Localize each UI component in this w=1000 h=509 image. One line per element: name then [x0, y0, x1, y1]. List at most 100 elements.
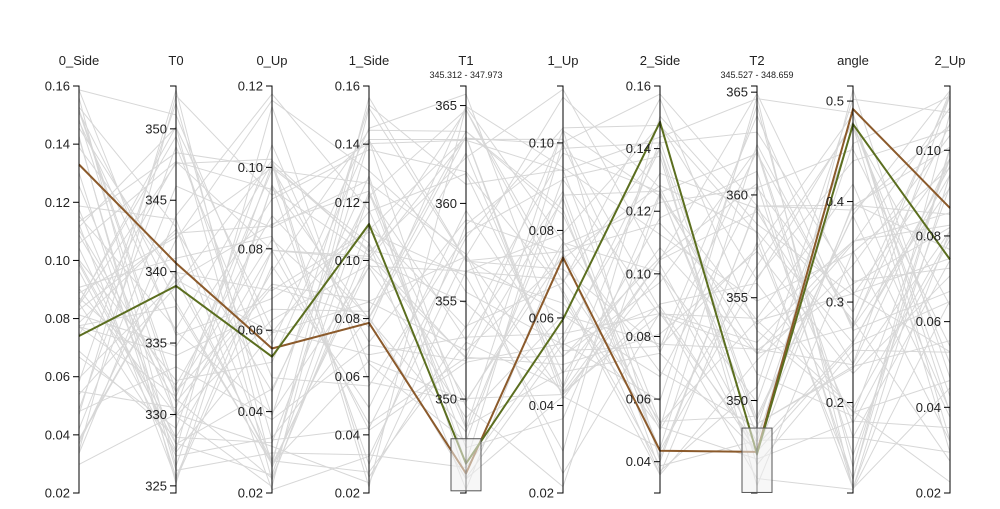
- tick-label: 340: [145, 264, 167, 279]
- axis-1-side[interactable]: 1_Side 0.02 0.04 0.06 0.08 0.10 0.12 0.14 0.16: [335, 53, 390, 501]
- tick-label: 0.10: [626, 266, 651, 281]
- tick-label: 0.12: [45, 195, 70, 210]
- tick-label: 0.08: [238, 241, 263, 256]
- tick-label: 0.02: [529, 486, 554, 501]
- tick-label: 0.02: [335, 486, 360, 501]
- background-line: [78, 147, 951, 432]
- highlighted-line-1: [78, 107, 951, 476]
- axis-line: [460, 85, 467, 494]
- axes: 0_Side 0.02 0.04 0.06 0.08 0.10 0.12 0.14 0.16 T0…: [45, 53, 966, 501]
- axis-2-up[interactable]: 2_Up 0.02 0.04 0.06 0.08 0.10: [916, 53, 966, 501]
- axis-title: 2_Up: [934, 53, 965, 68]
- tick-label: 330: [145, 407, 167, 422]
- tick-label: 0.14: [626, 141, 651, 156]
- tick-label: 345: [145, 193, 167, 208]
- axis-title: T0: [168, 53, 183, 68]
- brush-selection[interactable]: [741, 427, 773, 493]
- tick-label: 0.04: [335, 427, 360, 442]
- axis-line: [73, 85, 80, 494]
- tick-label: 0.16: [335, 79, 360, 94]
- tick-label: 0.04: [45, 427, 70, 442]
- background-line: [78, 110, 951, 480]
- tick-label: 0.04: [238, 404, 263, 419]
- background-line: [78, 145, 951, 410]
- tick-label: 0.06: [529, 310, 554, 325]
- tick-label: 365: [726, 85, 748, 100]
- tick-label: 355: [435, 294, 457, 309]
- background-line: [78, 94, 951, 452]
- tick-label: 0.12: [335, 195, 360, 210]
- axis-title: 1_Side: [349, 53, 389, 68]
- axis-t0[interactable]: T0 325 330 335 340 345 350: [145, 53, 184, 494]
- tick-label: 360: [435, 196, 457, 211]
- tick-label: 0.08: [335, 311, 360, 326]
- tick-label: 0.10: [45, 253, 70, 268]
- tick-label: 0.16: [45, 79, 70, 94]
- tick-label: 0.12: [238, 79, 263, 94]
- tick-label: 0.08: [626, 329, 651, 344]
- tick-label: 0.3: [826, 295, 844, 310]
- axis-0-side[interactable]: 0_Side 0.02 0.04 0.06 0.08 0.10 0.12 0.14 0.16: [45, 53, 100, 501]
- tick-label: 0.14: [45, 137, 70, 152]
- highlighted-lines: [78, 107, 951, 476]
- highlighted-line-2: [78, 119, 951, 466]
- axis-line: [847, 85, 854, 494]
- tick-label: 360: [726, 187, 748, 202]
- background-line: [78, 96, 951, 417]
- background-line: [78, 91, 951, 480]
- tick-label: 350: [145, 121, 167, 136]
- axis-1-up[interactable]: 1_Up 0.02 0.04 0.06 0.08 0.10: [529, 53, 579, 501]
- axis-0-up[interactable]: 0_Up 0.02 0.04 0.06 0.08 0.10 0.12: [238, 53, 288, 501]
- axis-title: 2_Side: [640, 53, 680, 68]
- background-line: [78, 131, 951, 486]
- axis-t1[interactable]: T1 350 355 360 365 345.312 - 347.973: [429, 53, 503, 494]
- axis-angle[interactable]: angle 0.2 0.3 0.4 0.5: [826, 53, 869, 494]
- brush-selection[interactable]: [450, 438, 482, 492]
- tick-label: 0.04: [916, 400, 941, 415]
- background-line: [78, 93, 951, 466]
- background-line: [78, 97, 951, 468]
- background-line: [78, 92, 951, 441]
- background-line: [78, 138, 951, 453]
- background-lines: [78, 87, 951, 491]
- tick-label: 355: [726, 290, 748, 305]
- background-line: [78, 135, 951, 412]
- background-line: [78, 163, 951, 430]
- tick-label: 0.02: [916, 486, 941, 501]
- background-line: [78, 106, 951, 491]
- tick-label: 0.02: [45, 486, 70, 501]
- axis-title: 1_Up: [547, 53, 578, 68]
- axis-2-side[interactable]: 2_Side 0.04 0.06 0.08 0.10 0.12 0.14 0.16: [626, 53, 681, 494]
- tick-label: 365: [435, 98, 457, 113]
- axis-title: T2: [749, 53, 764, 68]
- axis-title: 0_Up: [256, 53, 287, 68]
- axis-line: [751, 85, 758, 494]
- background-line: [78, 106, 951, 488]
- background-line: [78, 143, 951, 466]
- tick-label: 0.16: [626, 79, 651, 94]
- axis-t2[interactable]: T2 350 355 360 365 345.527 - 348.659: [720, 53, 794, 494]
- tick-label: 325: [145, 478, 167, 493]
- tick-label: 0.06: [238, 323, 263, 338]
- tick-label: 0.02: [238, 486, 263, 501]
- tick-label: 0.04: [529, 398, 554, 413]
- background-line: [78, 129, 951, 460]
- tick-label: 0.06: [45, 369, 70, 384]
- background-line: [78, 105, 951, 393]
- background-line: [78, 120, 951, 484]
- background-line: [78, 108, 951, 488]
- background-line: [78, 148, 951, 480]
- axis-line: [654, 85, 661, 494]
- background-line: [78, 93, 951, 464]
- background-line: [78, 129, 951, 425]
- tick-label: 0.5: [826, 94, 844, 109]
- background-line: [78, 187, 951, 488]
- brush-range-label: 345.527 - 348.659: [720, 70, 793, 80]
- axis-title: 0_Side: [59, 53, 99, 68]
- background-line: [78, 126, 951, 446]
- tick-label: 0.10: [529, 135, 554, 150]
- tick-label: 0.12: [626, 204, 651, 219]
- tick-label: 350: [435, 392, 457, 407]
- tick-label: 0.06: [335, 369, 360, 384]
